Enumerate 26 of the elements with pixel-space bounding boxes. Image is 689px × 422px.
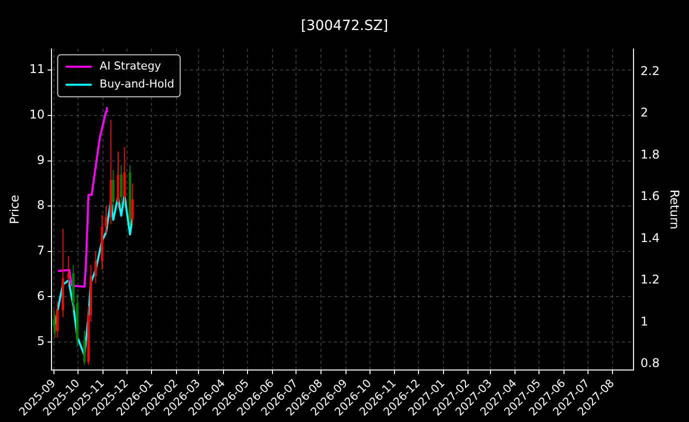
y2-tick-label: 1	[640, 314, 648, 328]
y2-tick-label: 1.6	[640, 189, 660, 204]
y-tick-label: 7	[37, 244, 45, 258]
y-tick-label: 9	[37, 152, 45, 167]
y2-tick-label: 1.8	[640, 147, 660, 162]
chart-title: [300472.SZ]	[300, 18, 388, 34]
y-axis-title: Price	[7, 194, 22, 224]
y2-axis-title: Return	[668, 190, 682, 230]
candlestick	[120, 164, 122, 207]
legend-label: Buy-and-Hold	[100, 78, 174, 91]
candlestick	[94, 250, 97, 284]
candlestick	[56, 300, 58, 338]
candlestick	[112, 169, 114, 212]
y2-tick-label: 2	[640, 106, 648, 120]
candlestick	[131, 182, 134, 225]
y-tick-label: 10	[29, 108, 45, 122]
y2-tick-label: 1.2	[640, 272, 660, 287]
y-tick-label: 6	[37, 288, 45, 303]
y2-tick-label: 0.8	[640, 356, 660, 370]
y-tick-label: 8	[37, 198, 45, 212]
y2-tick-label: 2.2	[640, 64, 660, 78]
y-tick-label: 11	[29, 62, 45, 76]
legend-label: AI Strategy	[100, 60, 162, 73]
y-tick-label: 5	[37, 334, 45, 348]
y2-tick-label: 1.4	[640, 230, 660, 245]
candlestick	[83, 330, 86, 366]
